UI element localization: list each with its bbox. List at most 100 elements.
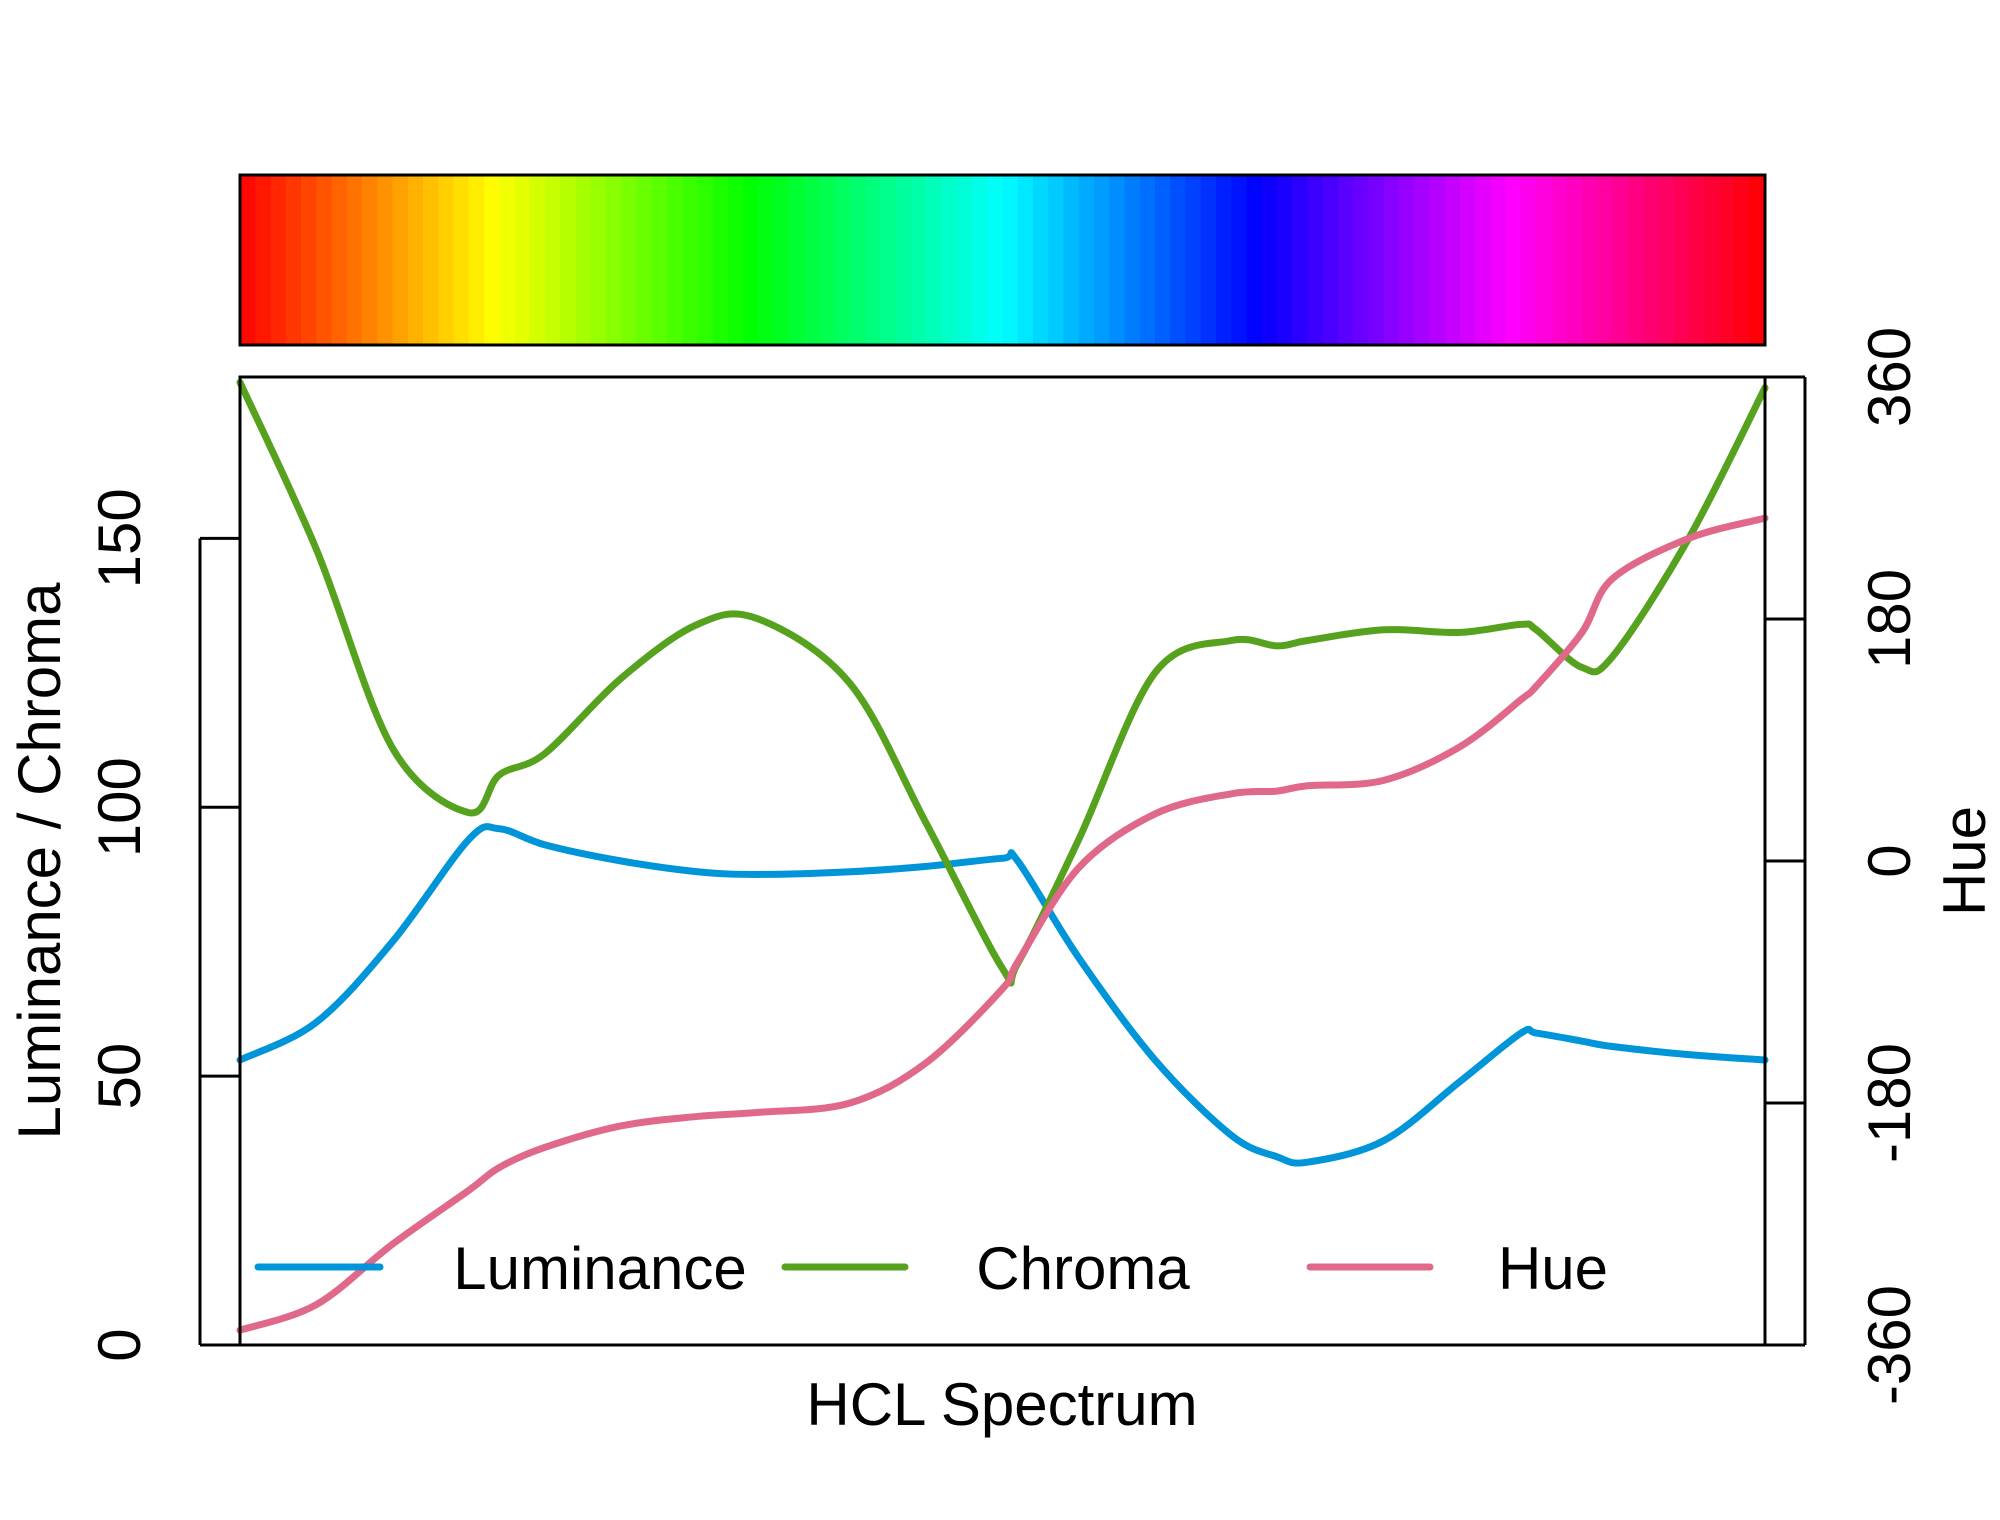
right-tick-label: -360: [1856, 1285, 1923, 1405]
colorbar-segment: [697, 175, 714, 345]
right-tick-label: 360: [1856, 327, 1923, 427]
colorbar-segment: [1658, 175, 1675, 345]
colorbar-segment: [1627, 175, 1644, 345]
colorbar-segment: [1368, 175, 1385, 345]
left-axis-title: Luminance / Chroma: [6, 582, 73, 1140]
right-tick-label: -180: [1856, 1043, 1923, 1163]
colorbar-segment: [1566, 175, 1583, 345]
colorbar-segment: [850, 175, 866, 345]
series-lines: [236, 378, 1769, 1334]
colorbar-segment: [529, 175, 546, 345]
colorbar-segment: [1139, 175, 1156, 345]
colorbar-segment: [1505, 175, 1522, 345]
legend-label-hue: Hue: [1498, 1235, 1608, 1302]
colorbar-segment: [1612, 175, 1629, 345]
right-axis-title: Hue: [1931, 806, 1998, 916]
colorbar-segment: [1673, 175, 1690, 345]
legend: Luminance Chroma Hue: [254, 1235, 1608, 1302]
colorbar-segment: [1704, 175, 1720, 345]
left-tick-label: 50: [86, 1043, 153, 1110]
colorbar-segment: [1643, 175, 1659, 345]
colorbar-segment: [316, 175, 333, 345]
colorbar-segment: [545, 175, 561, 345]
colorbar-segment: [1017, 175, 1034, 345]
colorbar-segment: [362, 175, 378, 345]
colorbar-segment: [1582, 175, 1598, 345]
colorbar-segment: [346, 175, 363, 345]
colorbar-segment: [1749, 175, 1766, 345]
colorbar-segment: [1429, 175, 1446, 345]
colorbar-segment: [712, 175, 729, 345]
colorbar-segment: [621, 175, 638, 345]
colorbar-segment: [270, 175, 287, 345]
colorbar-segment: [301, 175, 317, 345]
colorbar-segment: [956, 175, 973, 345]
colorbar-segment: [1551, 175, 1568, 345]
colorbar-segment: [651, 175, 668, 345]
colorbar-segment: [514, 175, 531, 345]
colorbar-segment: [285, 175, 302, 345]
colorbar-segment: [377, 175, 394, 345]
right-axis: -360 -180 0 180 360: [1765, 327, 1923, 1405]
colorbar-segment: [1460, 175, 1476, 345]
colorbar-segment: [972, 175, 988, 345]
colorbar-segment: [1292, 175, 1309, 345]
colorbar-segment: [1155, 175, 1171, 345]
colorbar-segment: [819, 175, 836, 345]
colorbar-segment: [392, 175, 409, 345]
left-axis: 0 50 100 150: [86, 488, 240, 1362]
colorbar-segment: [1536, 175, 1553, 345]
colorbar-segment: [1216, 175, 1232, 345]
colorbar-segment: [560, 175, 577, 345]
colorbar-segment: [1246, 175, 1263, 345]
colorbar-segment: [682, 175, 699, 345]
colorbar-segment: [1170, 175, 1187, 345]
colorbar-segment: [1261, 175, 1278, 345]
colorbar-segment: [834, 175, 851, 345]
colorbar-segment: [1490, 175, 1507, 345]
colorbar-segment: [1185, 175, 1202, 345]
right-tick-label: 0: [1856, 844, 1923, 877]
colorbar-segment: [895, 175, 912, 345]
colorbar-segment: [1597, 175, 1614, 345]
colorbar-segment: [804, 175, 821, 345]
colorbar-segment: [1399, 175, 1415, 345]
colorbar-segment: [1734, 175, 1751, 345]
colorbar-segment: [1200, 175, 1217, 345]
colorbar-segment: [1048, 175, 1065, 345]
colorbar-segment: [331, 175, 348, 345]
colorbar-segment: [1719, 175, 1736, 345]
colorbar-segment: [926, 175, 943, 345]
right-tick-label: 180: [1856, 569, 1923, 669]
colorbar-segment: [743, 175, 760, 345]
x-axis-title: HCL Spectrum: [806, 1371, 1197, 1438]
left-tick-label: 0: [86, 1328, 153, 1361]
colorbar-segment: [758, 175, 775, 345]
colorbar-segment: [1124, 175, 1141, 345]
legend-label-chroma: Chroma: [976, 1235, 1190, 1302]
colorbar-segment: [728, 175, 744, 345]
colorbar-segment: [438, 175, 455, 345]
colorbar-segment: [1078, 175, 1095, 345]
colorbar-segment: [1475, 175, 1492, 345]
legend-label-luminance: Luminance: [453, 1235, 747, 1302]
colorbar-segment: [484, 175, 500, 345]
colorbar-segment: [1444, 175, 1461, 345]
colorbar-segment: [1033, 175, 1049, 345]
series-line-luminance: [236, 823, 1769, 1167]
colorbar-segment: [1322, 175, 1339, 345]
colorbar-segment: [1338, 175, 1354, 345]
colorbar-border: [238, 173, 1767, 347]
colorbar-segment: [1277, 175, 1293, 345]
colorbar-segment: [880, 175, 897, 345]
colorbar-segment: [423, 175, 439, 345]
colorbar-segment: [667, 175, 683, 345]
colorbar-segment: [590, 175, 607, 345]
colorbar-segment: [987, 175, 1004, 345]
colorbar-segment: [911, 175, 927, 345]
colorbar-segment: [865, 175, 882, 345]
colorbar-segment: [606, 175, 622, 345]
colorbar-segment: [499, 175, 516, 345]
colorbar-segment: [773, 175, 790, 345]
